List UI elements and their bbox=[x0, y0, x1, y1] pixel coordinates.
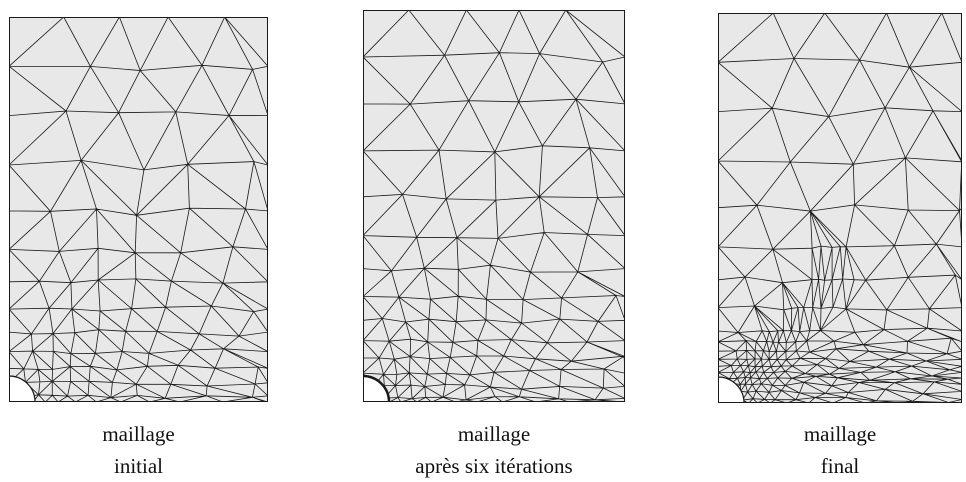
caption-six-iterations-line2: après six itérations bbox=[415, 454, 573, 478]
mesh-panel-initial bbox=[9, 17, 268, 402]
plate-frame bbox=[9, 17, 268, 402]
caption-initial-line2: initial bbox=[114, 454, 163, 478]
hole-edge bbox=[363, 374, 391, 402]
caption-initial: maillage initial bbox=[9, 418, 268, 482]
mesh-triangles bbox=[9, 17, 268, 402]
caption-initial-line1: maillage bbox=[102, 422, 175, 446]
plate-frame bbox=[363, 10, 625, 402]
caption-final-line2: final bbox=[820, 454, 860, 478]
caption-six-iterations: maillage après six itérations bbox=[363, 418, 625, 482]
hole-mask bbox=[718, 377, 744, 403]
mesh-initial-diagram bbox=[9, 17, 268, 402]
plate-frame bbox=[718, 13, 962, 403]
hole-mask bbox=[363, 376, 389, 402]
mesh-edges bbox=[363, 10, 625, 402]
mesh-panel-six-iterations bbox=[363, 10, 625, 402]
hole-mask bbox=[9, 376, 35, 402]
mesh-panel-final bbox=[718, 13, 962, 403]
caption-final-line1: maillage bbox=[803, 422, 877, 446]
mesh-triangles bbox=[363, 10, 625, 402]
caption-six-iterations-line1: maillage bbox=[457, 422, 531, 446]
hole-edge bbox=[9, 375, 36, 402]
mesh-edges bbox=[9, 17, 268, 402]
hole-edge bbox=[718, 376, 745, 403]
mesh-six-iterations-diagram bbox=[363, 10, 625, 402]
mesh-final-diagram bbox=[718, 13, 962, 403]
caption-final: maillage final bbox=[718, 418, 962, 482]
